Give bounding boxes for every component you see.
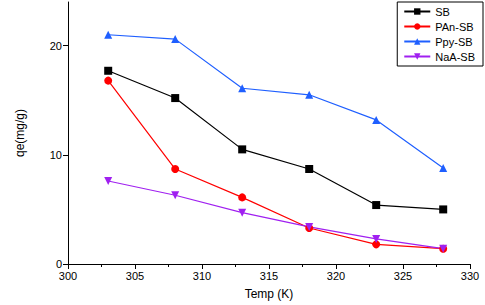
svg-text:305: 305	[126, 270, 144, 282]
svg-text:310: 310	[193, 270, 211, 282]
svg-text:0: 0	[56, 258, 62, 270]
svg-text:330: 330	[461, 270, 479, 282]
svg-text:320: 320	[327, 270, 345, 282]
svg-text:qe(mg/g): qe(mg/g)	[13, 109, 27, 157]
svg-text:SB: SB	[435, 6, 450, 18]
svg-text:315: 315	[260, 270, 278, 282]
svg-text:300: 300	[59, 270, 77, 282]
svg-text:325: 325	[394, 270, 412, 282]
svg-text:PAn-SB: PAn-SB	[435, 21, 473, 33]
svg-text:NaA-SB: NaA-SB	[435, 51, 475, 63]
svg-text:20: 20	[50, 40, 62, 52]
svg-text:Temp (K): Temp (K)	[245, 287, 294, 301]
svg-text:Ppy-SB: Ppy-SB	[435, 36, 472, 48]
svg-text:10: 10	[50, 149, 62, 161]
